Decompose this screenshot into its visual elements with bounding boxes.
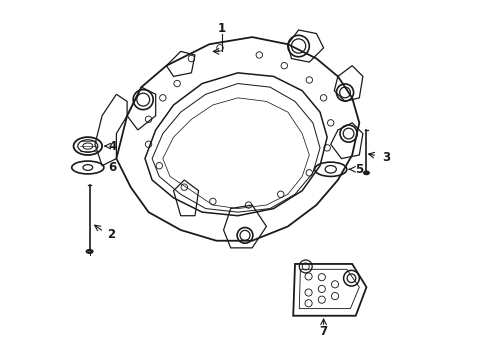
- Text: 2: 2: [107, 228, 115, 241]
- Text: 6: 6: [109, 161, 117, 174]
- Text: 7: 7: [319, 325, 328, 338]
- Text: 4: 4: [109, 140, 117, 153]
- Text: 3: 3: [382, 151, 390, 164]
- Text: 1: 1: [218, 22, 226, 35]
- Text: 5: 5: [355, 163, 364, 176]
